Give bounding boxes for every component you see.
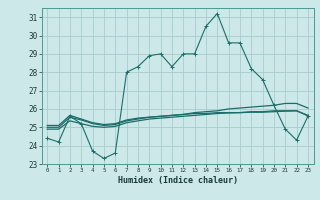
X-axis label: Humidex (Indice chaleur): Humidex (Indice chaleur) <box>118 176 237 185</box>
